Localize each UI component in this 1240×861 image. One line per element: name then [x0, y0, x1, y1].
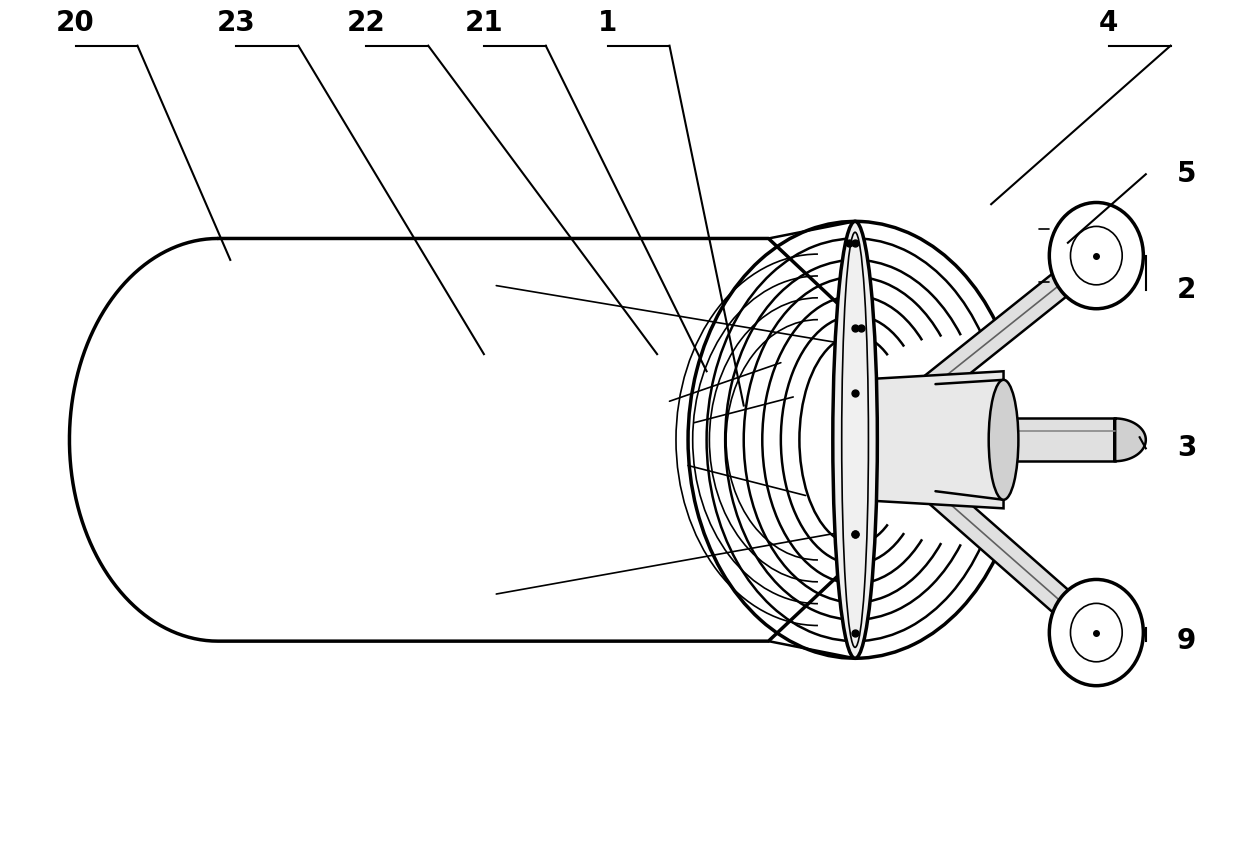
Ellipse shape — [1049, 579, 1143, 685]
Text: 9: 9 — [1177, 627, 1197, 655]
Polygon shape — [1003, 418, 1115, 461]
Text: 4: 4 — [1099, 9, 1118, 37]
Ellipse shape — [833, 221, 878, 659]
Text: 22: 22 — [347, 9, 386, 37]
Text: 3: 3 — [1177, 435, 1197, 462]
Text: 20: 20 — [56, 9, 95, 37]
Text: 1: 1 — [598, 9, 618, 37]
Text: 21: 21 — [465, 9, 503, 37]
Polygon shape — [924, 248, 1109, 392]
Ellipse shape — [1049, 202, 1143, 309]
Polygon shape — [1115, 418, 1146, 461]
Text: 5: 5 — [1177, 160, 1197, 189]
Polygon shape — [923, 485, 1109, 640]
Ellipse shape — [988, 380, 1018, 499]
Text: 23: 23 — [217, 9, 255, 37]
Text: 2: 2 — [1177, 276, 1197, 304]
Polygon shape — [69, 238, 856, 641]
Polygon shape — [856, 371, 1003, 508]
